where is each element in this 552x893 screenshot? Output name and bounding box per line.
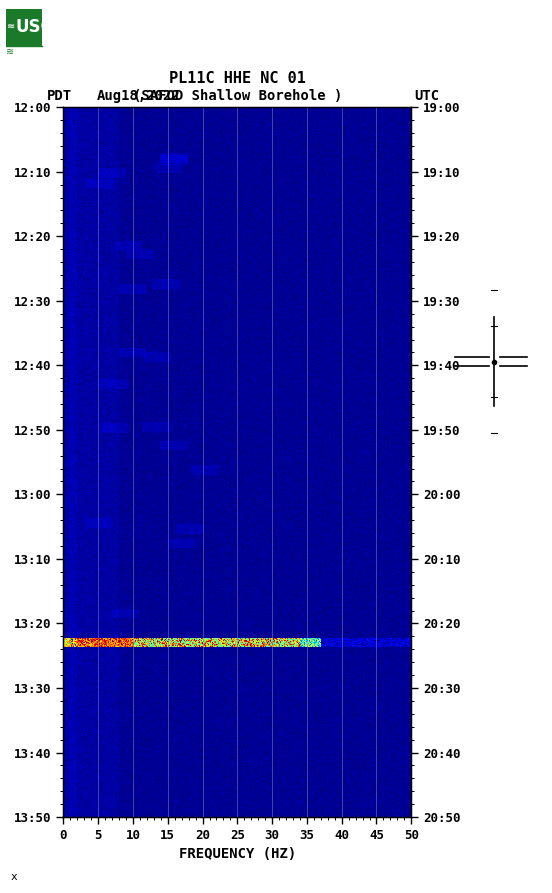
Text: x: x: [11, 872, 18, 881]
Text: ≈: ≈: [7, 22, 15, 32]
Text: (SAFOD Shallow Borehole ): (SAFOD Shallow Borehole ): [132, 88, 342, 103]
Text: PL11C HHE NC 01: PL11C HHE NC 01: [169, 71, 306, 86]
Text: USGS: USGS: [15, 19, 67, 37]
Text: Aug18,2022: Aug18,2022: [97, 88, 181, 103]
Bar: [6, 9, 42, 46]
Text: PDT: PDT: [47, 88, 72, 103]
Text: ≋: ≋: [6, 47, 14, 57]
Text: UTC: UTC: [414, 88, 439, 103]
X-axis label: FREQUENCY (HZ): FREQUENCY (HZ): [179, 847, 296, 862]
